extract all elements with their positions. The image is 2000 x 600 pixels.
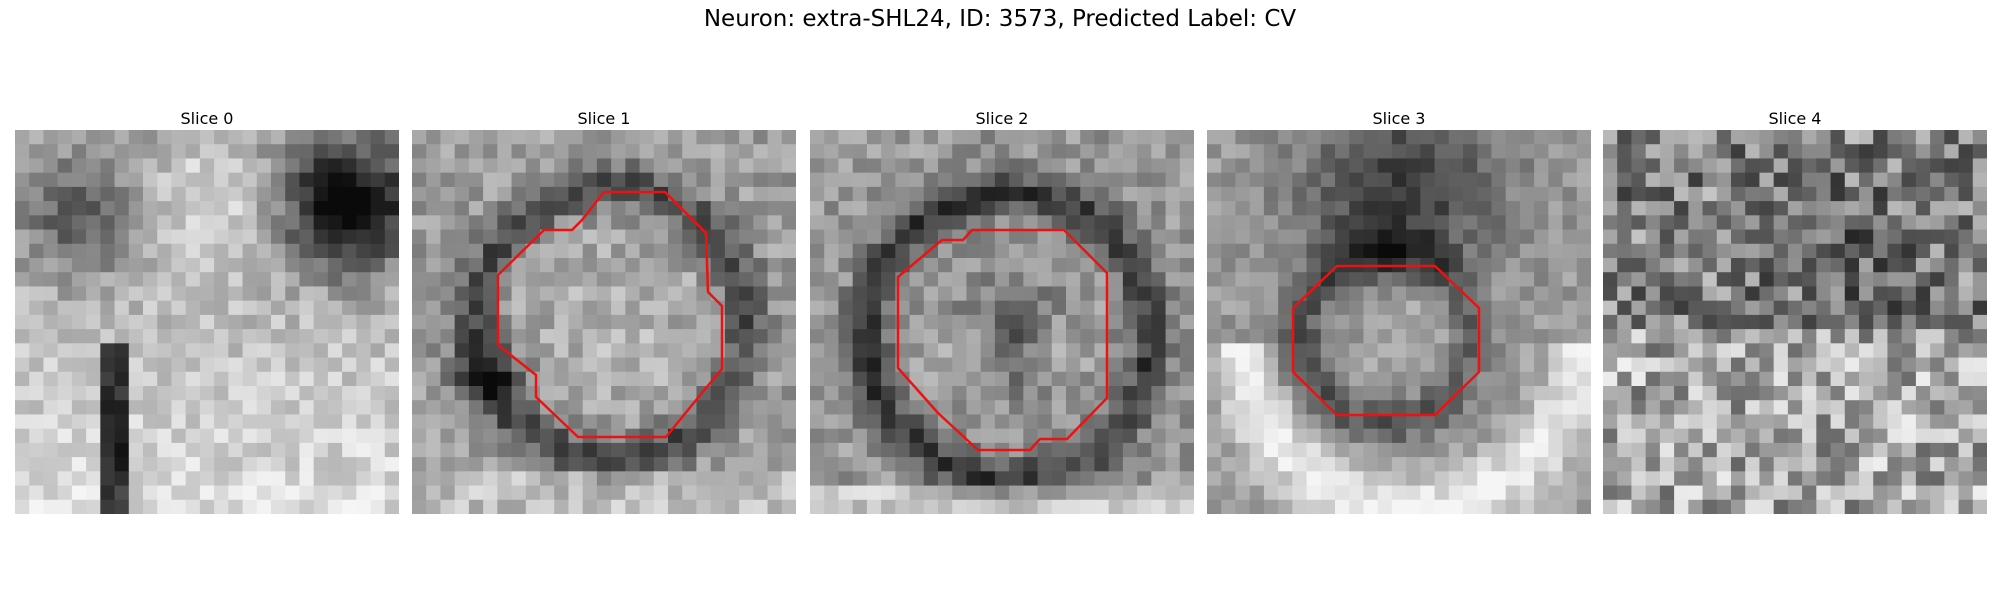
segmentation-outline-2	[896, 228, 1109, 452]
slice-title-0: Slice 0	[180, 109, 234, 128]
slice-panel-4: Slice 4	[1603, 108, 1987, 514]
slice-panel-0: Slice 0	[15, 108, 399, 514]
slice-image-2	[810, 130, 1194, 514]
slice-panel-1: Slice 1	[412, 108, 796, 514]
slice-image-1	[412, 130, 796, 514]
slice-title-1: Slice 1	[577, 109, 631, 128]
slice-title-3: Slice 3	[1372, 109, 1426, 128]
pixel-texture	[1603, 130, 1987, 514]
slice-title-4: Slice 4	[1768, 109, 1822, 128]
pixel-texture	[810, 130, 1194, 514]
figure-title: Neuron: extra-SHL24, ID: 3573, Predicted…	[703, 6, 1297, 32]
pixel-texture	[15, 130, 399, 514]
pixel-texture	[1207, 130, 1591, 514]
slice-title-2: Slice 2	[975, 109, 1029, 128]
slice-image-4	[1603, 130, 1987, 514]
segmentation-outline-3	[1291, 264, 1481, 417]
slice-image-0	[15, 130, 399, 514]
pixel-texture	[412, 130, 796, 514]
slice-image-3	[1207, 130, 1591, 514]
segmentation-outline-1	[496, 190, 724, 439]
slice-panel-3: Slice 3	[1207, 108, 1591, 514]
slice-panel-2: Slice 2	[810, 108, 1194, 514]
